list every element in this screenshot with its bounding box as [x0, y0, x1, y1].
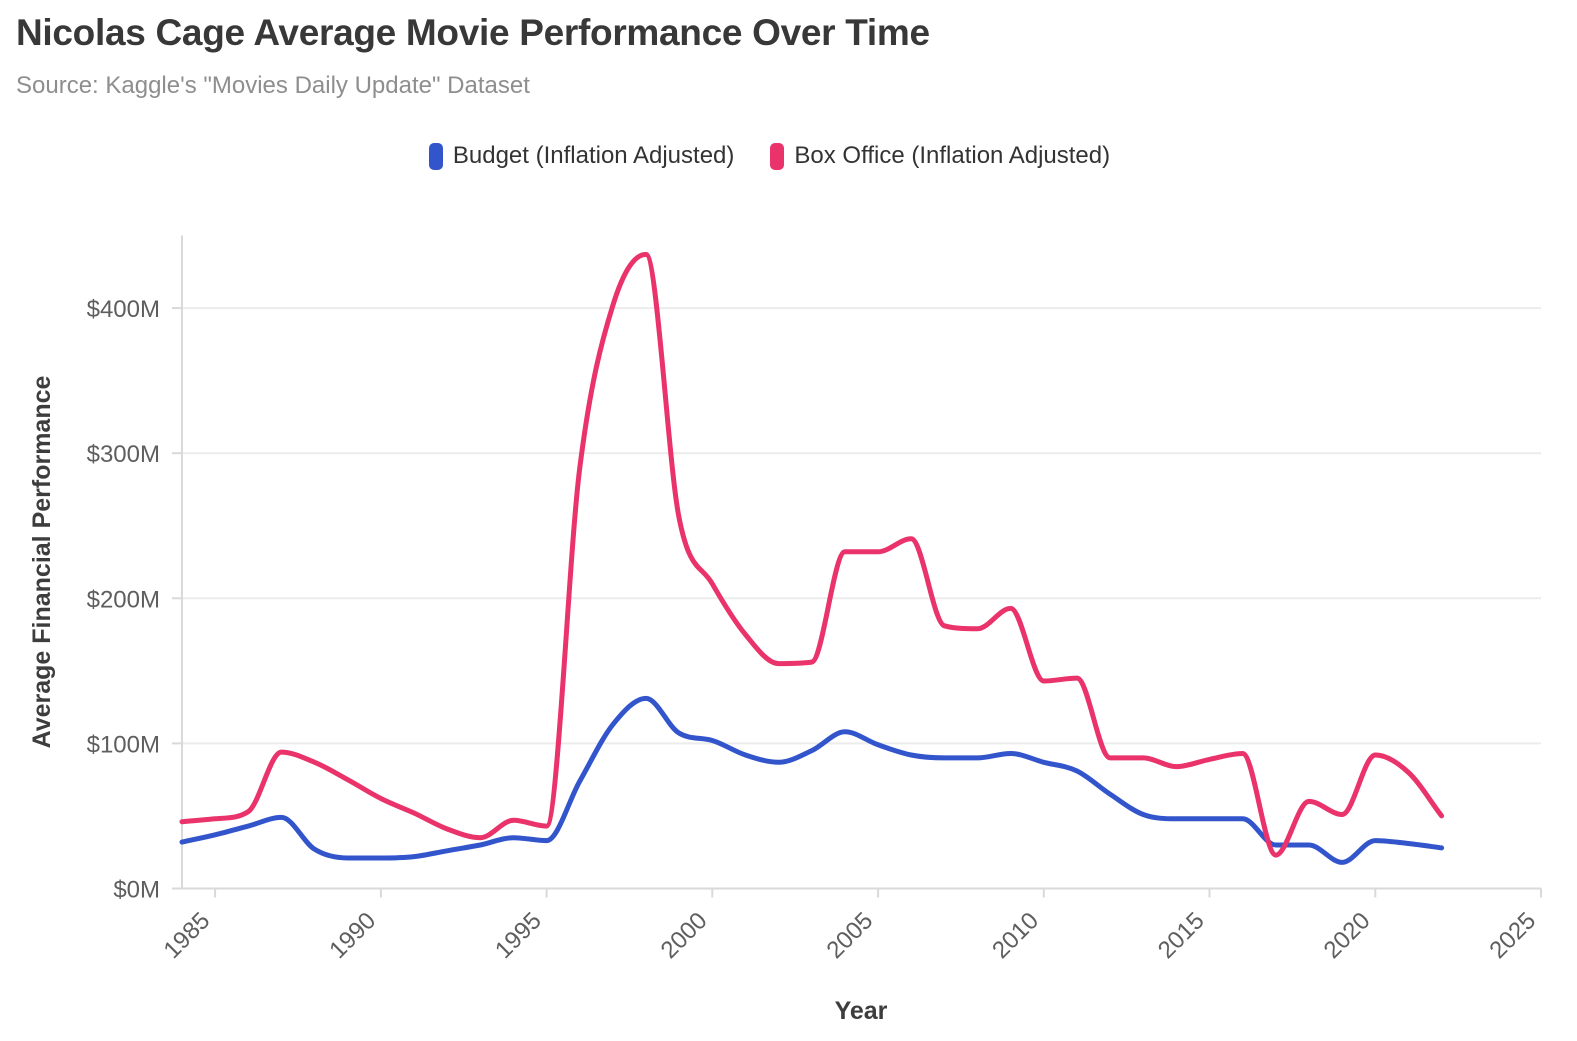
- x-tick-label-2020: 2020: [1319, 907, 1376, 964]
- box-office-line[interactable]: [179, 251, 1445, 858]
- x-tick-label-2015: 2015: [1153, 907, 1210, 964]
- budget-legend-label: Budget (Inflation Adjusted): [452, 142, 735, 169]
- series-lines: [179, 251, 1445, 865]
- page-subtitle: Source: Kaggle's "Movies Daily Update" D…: [16, 72, 530, 99]
- x-axis-title: Year: [835, 997, 888, 1025]
- gridlines: [182, 307, 1541, 745]
- x-tick-label-2010: 2010: [987, 907, 1044, 964]
- page-title: Nicolas Cage Average Movie Performance O…: [16, 12, 930, 53]
- x-tick-label-1985: 1985: [158, 907, 215, 964]
- y-tick-label-0: $0M: [113, 877, 160, 904]
- axes: [172, 235, 1542, 898]
- budget-line[interactable]: [179, 695, 1445, 865]
- box-office-legend-swatch: [770, 142, 785, 170]
- x-tick-label-1990: 1990: [324, 907, 381, 964]
- y-tick-label-200: $200M: [87, 586, 160, 613]
- legend-item-budget[interactable]: Budget (Inflation Adjusted): [428, 142, 735, 170]
- y-tick-label-400: $400M: [87, 296, 160, 323]
- y-axis-title: Average Financial Performance: [28, 375, 56, 748]
- x-tick-label-2000: 2000: [656, 907, 713, 964]
- y-tick-label-300: $300M: [87, 441, 160, 468]
- y-tick-labels: $0M $100M $200M $300M $400M: [87, 296, 160, 903]
- x-tick-labels: 1985 1990 1995 2000 2005 2010 2015 2020 2025: [158, 907, 1541, 964]
- legend: Budget (Inflation Adjusted) Box Office (…: [0, 142, 1577, 170]
- x-tick-label-1995: 1995: [490, 907, 547, 964]
- y-tick-label-100: $100M: [87, 731, 160, 758]
- legend-item-box-office[interactable]: Box Office (Inflation Adjusted): [770, 142, 1110, 170]
- x-tick-label-2025: 2025: [1484, 907, 1541, 964]
- budget-legend-swatch: [428, 142, 443, 170]
- x-tick-label-2005: 2005: [821, 907, 878, 964]
- box-office-legend-label: Box Office (Inflation Adjusted): [794, 142, 1111, 169]
